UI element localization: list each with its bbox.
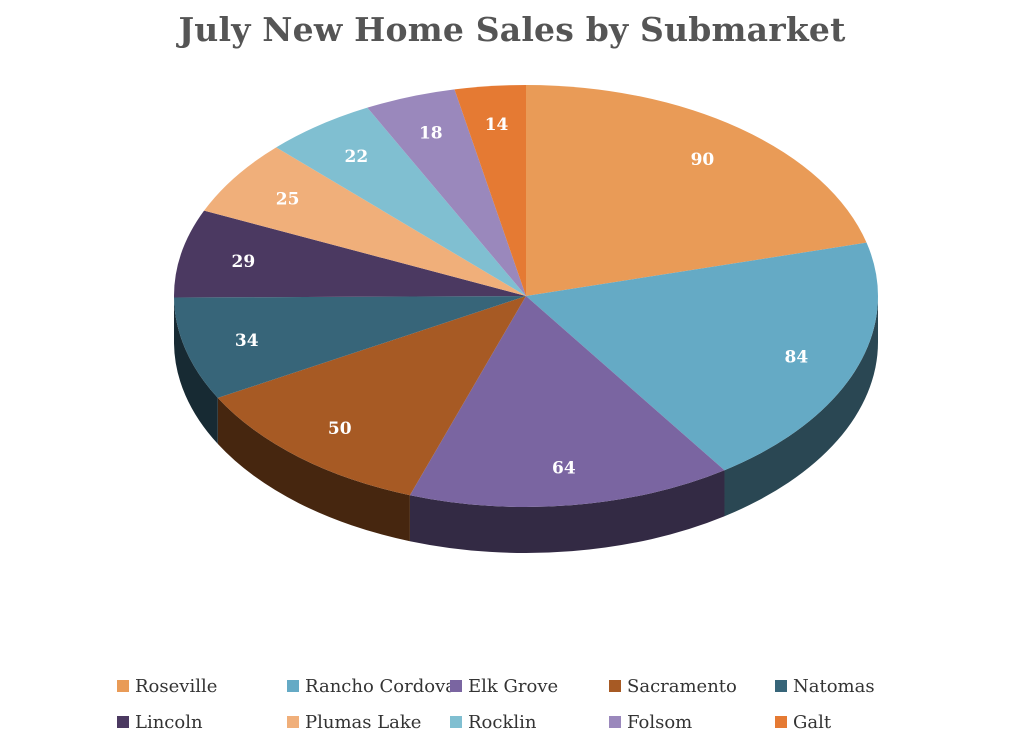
legend-label: Rocklin [468,712,536,733]
legend-swatch [287,680,299,692]
legend-label: Plumas Lake [305,712,421,733]
legend-item-elk-grove: Elk Grove [450,674,558,698]
data-label-plumas-lake: 25 [276,189,300,209]
legend-label: Natomas [793,676,875,697]
legend-swatch [609,716,621,728]
legend-swatch [287,716,299,728]
data-label-roseville: 90 [691,150,715,170]
legend-swatch [450,716,462,728]
data-label-folsom: 18 [419,124,443,144]
legend-row-2: Lincoln Plumas Lake Rocklin Folsom Galt [117,710,917,746]
data-label-sacramento: 50 [328,419,352,439]
legend-swatch [117,680,129,692]
legend-row-1: Roseville Rancho Cordova Elk Grove Sacramen… [117,674,917,710]
legend-item-natomas: Natomas [775,674,875,698]
legend-label: Rancho Cordova [305,676,456,697]
data-label-lincoln: 29 [232,252,256,272]
legend-swatch [775,716,787,728]
legend-swatch [450,680,462,692]
legend-item-lincoln: Lincoln [117,710,203,734]
legend-swatch [775,680,787,692]
legend-item-sacramento: Sacramento [609,674,737,698]
legend-item-roseville: Roseville [117,674,217,698]
legend: Roseville Rancho Cordova Elk Grove Sacramen… [117,674,917,746]
data-label-rocklin: 22 [345,147,369,167]
legend-swatch [609,680,621,692]
legend-item-rocklin: Rocklin [450,710,536,734]
legend-item-galt: Galt [775,710,831,734]
pie-top-layer [174,85,878,507]
legend-label: Galt [793,712,831,733]
data-label-natomas: 34 [235,331,259,351]
legend-swatch [117,716,129,728]
legend-label: Roseville [135,676,217,697]
legend-label: Folsom [627,712,692,733]
legend-item-rancho-cordova: Rancho Cordova [287,674,456,698]
data-label-elk-grove: 64 [552,459,576,479]
legend-item-folsom: Folsom [609,710,692,734]
legend-label: Sacramento [627,676,737,697]
legend-item-plumas-lake: Plumas Lake [287,710,421,734]
pie-chart: 90 84 64 50 34 29 25 22 18 14 [0,0,1024,660]
data-label-galt: 14 [485,115,509,135]
legend-label: Lincoln [135,712,203,733]
legend-label: Elk Grove [468,676,558,697]
data-label-rancho-cordova: 84 [785,348,809,368]
